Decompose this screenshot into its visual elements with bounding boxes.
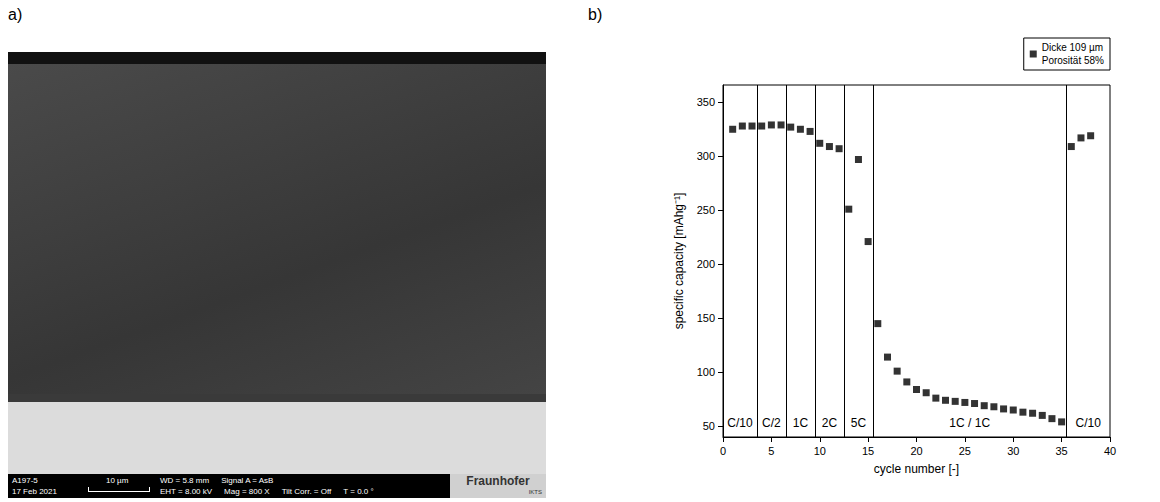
svg-text:10: 10	[814, 445, 826, 457]
svg-text:C/10: C/10	[1076, 416, 1102, 430]
svg-text:300: 300	[697, 150, 715, 162]
html-text:Signal A = AsB: Signal A = AsB	[221, 476, 274, 485]
html-text:b): b)	[588, 6, 603, 23]
svg-text:C/2: C/2	[762, 416, 781, 430]
html-text:T = 0.0 °: T = 0.0 °	[343, 487, 374, 496]
svg-text:100: 100	[697, 366, 715, 378]
svg-text:5: 5	[768, 445, 774, 457]
svg-text:50: 50	[703, 420, 715, 432]
svg-text:0: 0	[720, 445, 726, 457]
html-text:EHT = 8.00 kV: EHT = 8.00 kV	[160, 487, 213, 496]
html-text:Tilt Corr. = Off: Tilt Corr. = Off	[281, 487, 332, 496]
svg-text:15: 15	[862, 445, 874, 457]
svg-text:cycle number [-]: cycle number [-]	[874, 462, 959, 476]
svg-text:1C / 1C: 1C / 1C	[949, 416, 990, 430]
svg-text:C/10: C/10	[727, 416, 753, 430]
svg-text:2C: 2C	[822, 416, 838, 430]
svg-text:250: 250	[697, 204, 715, 216]
svg-text:350: 350	[697, 96, 715, 108]
svg-text:Porosität 58%: Porosität 58%	[1042, 55, 1104, 66]
svg-text:35: 35	[1056, 445, 1068, 457]
svg-text:150: 150	[697, 312, 715, 324]
html-text:a): a)	[8, 6, 23, 23]
svg-text:40: 40	[1104, 445, 1116, 457]
svg-text:30: 30	[1007, 445, 1019, 457]
html-text:17 Feb 2021: 17 Feb 2021	[12, 487, 57, 496]
svg-text:5C: 5C	[851, 416, 867, 430]
svg-text:200: 200	[697, 258, 715, 270]
svg-text:20: 20	[910, 445, 922, 457]
html-text:10 µm: 10 µm	[106, 476, 129, 485]
html-text:A197-5: A197-5	[12, 476, 38, 485]
html-text:Fraunhofer: Fraunhofer	[466, 474, 530, 488]
html-text:IKTS: IKTS	[528, 489, 542, 495]
svg-text:specific capacity [mAhg⁻¹]: specific capacity [mAhg⁻¹]	[672, 193, 686, 330]
svg-text:Dicke 109 µm: Dicke 109 µm	[1042, 42, 1103, 53]
html-text:WD = 5.8 mm: WD = 5.8 mm	[160, 476, 210, 485]
svg-text:1C: 1C	[793, 416, 809, 430]
svg-text:25: 25	[959, 445, 971, 457]
html-text:Mag = 800 X: Mag = 800 X	[224, 487, 270, 496]
